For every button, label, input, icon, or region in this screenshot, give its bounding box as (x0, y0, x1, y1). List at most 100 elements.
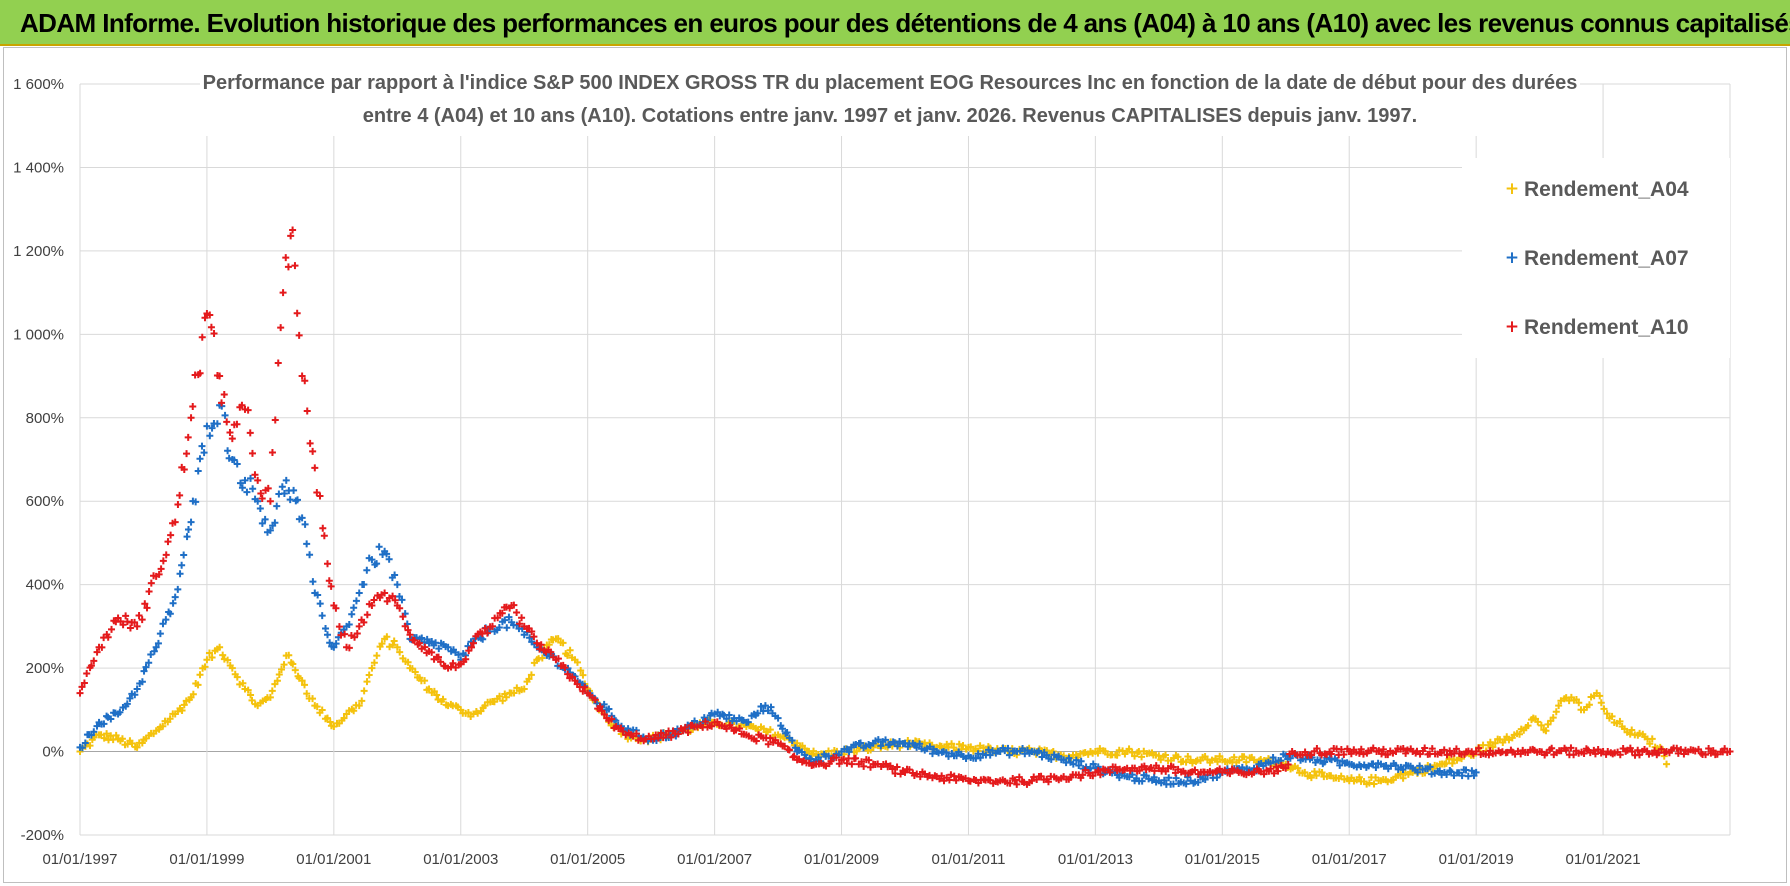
point-rendement-a07 (857, 739, 865, 747)
point-rendement-a04 (439, 695, 447, 703)
point-rendement-a07 (501, 616, 509, 624)
legend-marker-a04: + (1505, 179, 1519, 199)
point-rendement-a10 (469, 639, 477, 647)
point-rendement-a07 (1392, 761, 1400, 769)
point-rendement-a10 (740, 730, 748, 738)
point-rendement-a04 (1508, 734, 1516, 742)
point-rendement-a04 (1370, 780, 1378, 788)
point-rendement-a07 (352, 597, 360, 605)
point-rendement-a07 (194, 467, 202, 475)
point-rendement-a10 (1709, 747, 1717, 755)
x-tick-label: 01/01/2015 (1185, 851, 1260, 868)
point-rendement-a07 (316, 600, 324, 608)
point-rendement-a04 (309, 695, 317, 703)
point-rendement-a10 (1015, 773, 1023, 781)
point-rendement-a10 (1399, 745, 1407, 753)
point-rendement-a10 (167, 531, 175, 539)
point-rendement-a10 (1347, 750, 1355, 758)
point-rendement-a10 (351, 633, 359, 641)
point-rendement-a07 (365, 554, 373, 562)
point-rendement-a10 (554, 655, 562, 663)
x-tick-label: 01/01/1997 (42, 851, 117, 868)
point-rendement-a10 (513, 609, 521, 617)
point-rendement-a07 (1321, 758, 1329, 766)
point-rendement-a07 (328, 642, 336, 650)
point-rendement-a10 (258, 495, 266, 503)
point-rendement-a04 (1184, 752, 1192, 760)
point-rendement-a10 (564, 670, 572, 678)
point-rendement-a07 (398, 596, 406, 604)
point-rendement-a10 (122, 612, 130, 620)
point-rendement-a07 (360, 581, 368, 589)
point-rendement-a10 (840, 755, 848, 763)
point-rendement-a10 (353, 629, 361, 637)
point-rendement-a04 (499, 697, 507, 705)
point-rendement-a10 (528, 627, 536, 635)
point-rendement-a04 (1489, 743, 1497, 751)
point-rendement-a10 (1655, 749, 1663, 757)
point-rendement-a10 (80, 679, 88, 687)
point-rendement-a10 (1260, 770, 1268, 778)
point-rendement-a04 (1603, 710, 1611, 718)
point-rendement-a07 (176, 570, 184, 578)
point-rendement-a07 (893, 742, 901, 750)
point-rendement-a10 (196, 369, 204, 377)
point-rendement-a10 (1191, 766, 1199, 774)
point-rendement-a10 (370, 596, 378, 604)
point-rendement-a07 (845, 748, 853, 756)
point-rendement-a04 (275, 671, 283, 679)
point-rendement-a07 (154, 639, 162, 647)
point-rendement-a10 (399, 613, 407, 621)
point-rendement-a10 (228, 435, 236, 443)
point-rendement-a07 (324, 631, 331, 639)
point-rendement-a07 (326, 639, 334, 647)
point-rendement-a04 (1534, 718, 1542, 726)
point-rendement-a10 (76, 689, 84, 697)
point-rendement-a07 (345, 621, 353, 629)
y-tick-label: 200% (26, 660, 64, 677)
point-rendement-a07 (273, 502, 281, 510)
point-rendement-a10 (201, 314, 209, 322)
point-rendement-a07 (877, 742, 885, 750)
point-rendement-a04 (321, 715, 329, 723)
point-rendement-a04 (573, 658, 581, 666)
point-rendement-a07 (725, 711, 733, 719)
point-rendement-a10 (549, 653, 557, 661)
point-rendement-a07 (306, 551, 314, 559)
point-rendement-a10 (771, 736, 779, 744)
point-rendement-a10 (518, 614, 526, 622)
point-rendement-a07 (280, 490, 288, 498)
point-rendement-a07 (233, 460, 241, 468)
point-rendement-a04 (1491, 739, 1499, 747)
point-rendement-a04 (1312, 772, 1320, 780)
point-rendement-a07 (1201, 775, 1209, 783)
point-rendement-a07 (866, 742, 874, 750)
point-rendement-a04 (1230, 753, 1238, 761)
point-rendement-a10 (1597, 749, 1605, 757)
point-rendement-a10 (246, 429, 254, 437)
point-rendement-a10 (306, 439, 314, 447)
point-rendement-a04 (1094, 749, 1102, 757)
point-rendement-a10 (1308, 751, 1315, 759)
point-rendement-a07 (505, 613, 513, 621)
point-rendement-a10 (143, 604, 151, 612)
point-rendement-a07 (1075, 761, 1083, 769)
x-tick-label: 01/01/1999 (169, 851, 244, 868)
point-rendement-a07 (116, 708, 124, 716)
point-rendement-a07 (174, 585, 182, 593)
point-rendement-a10 (218, 399, 226, 407)
point-rendement-a10 (533, 639, 541, 647)
point-rendement-a10 (406, 631, 414, 639)
point-rendement-a07 (779, 725, 787, 733)
point-rendement-a04 (568, 654, 576, 662)
point-rendement-a10 (233, 420, 241, 428)
point-rendement-a10 (271, 416, 279, 424)
point-rendement-a07 (1194, 778, 1202, 786)
point-rendement-a07 (1269, 754, 1277, 762)
point-rendement-a10 (145, 588, 153, 596)
point-rendement-a10 (1274, 767, 1282, 775)
point-rendement-a04 (327, 722, 335, 730)
point-rendement-a10 (184, 433, 192, 441)
data-points (76, 226, 1734, 788)
point-rendement-a04 (464, 709, 472, 716)
